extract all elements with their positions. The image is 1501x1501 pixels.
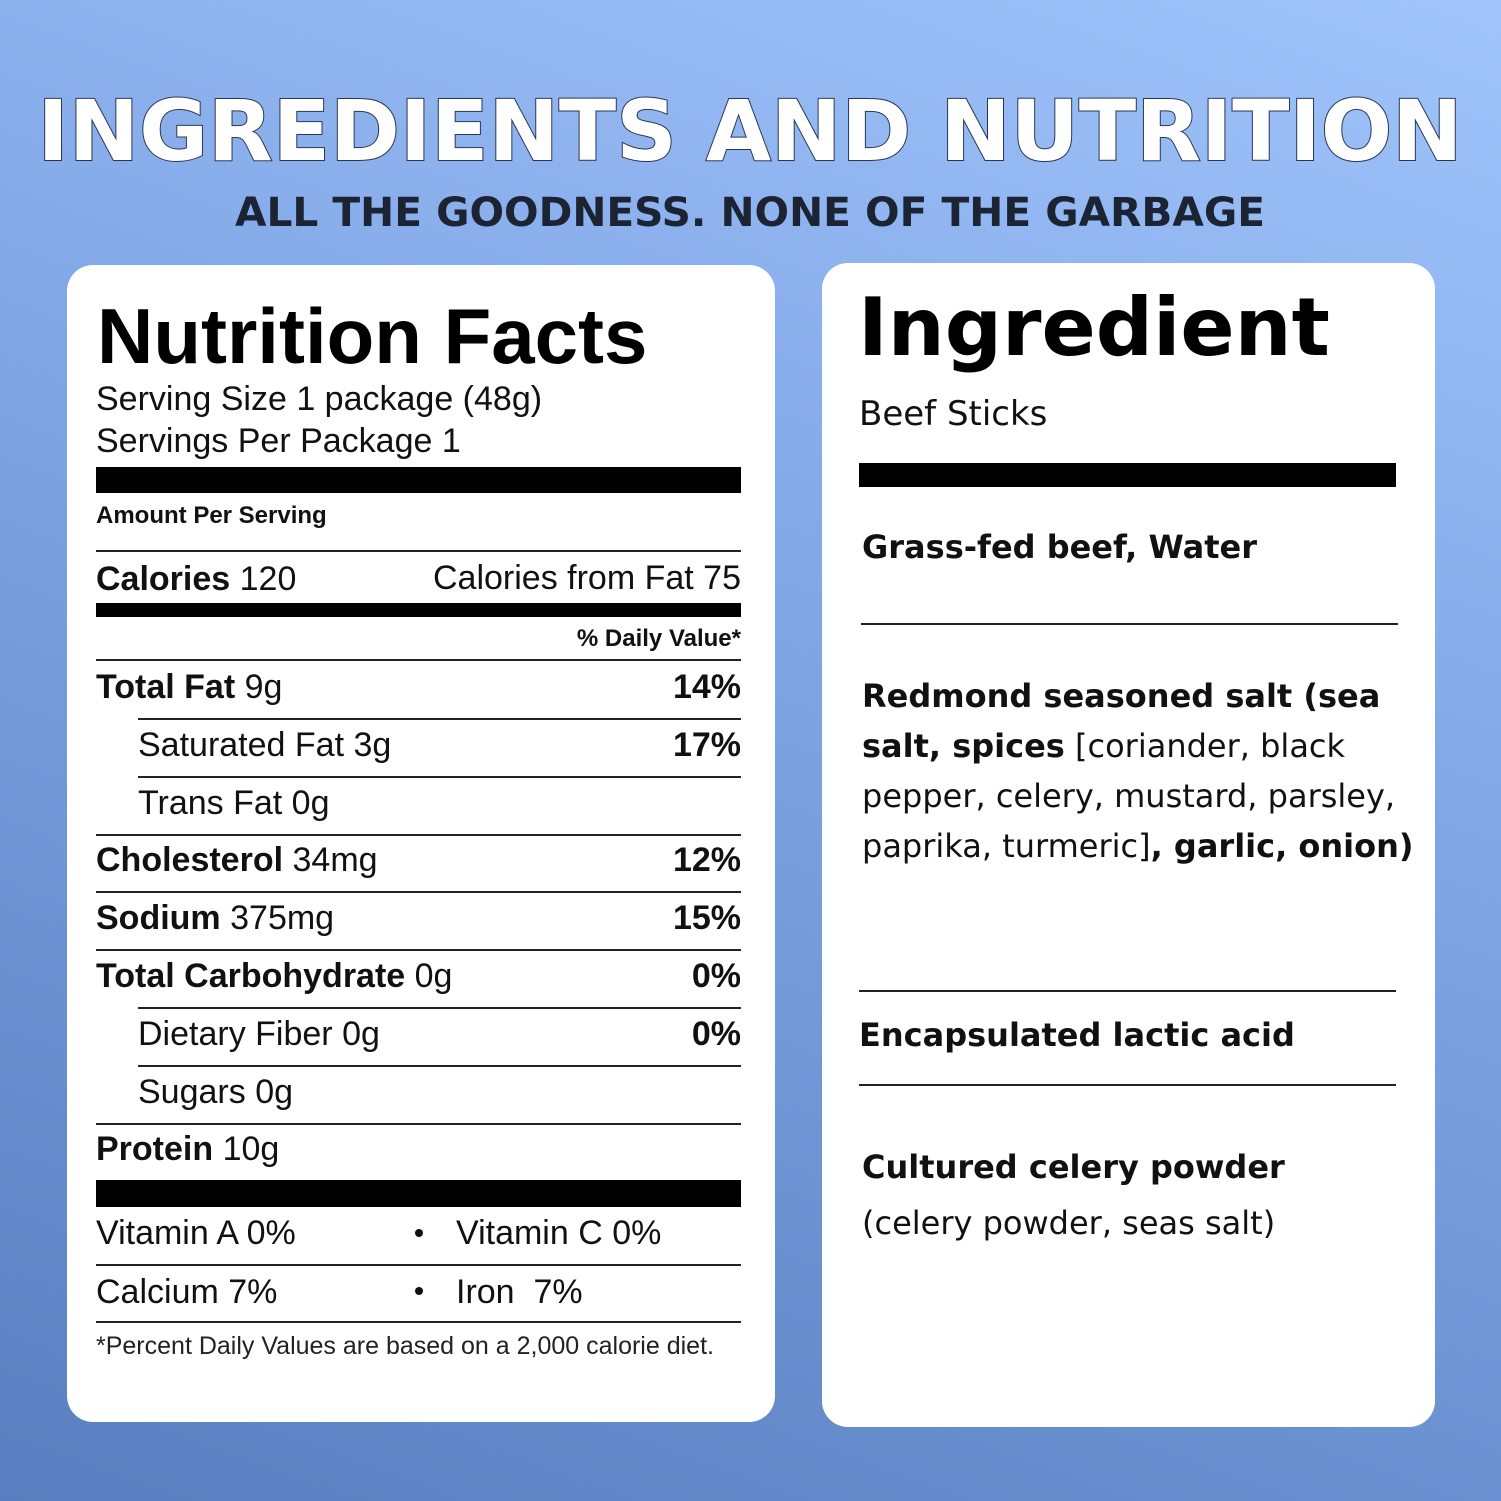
nutrient-row: Saturated Fat 3g [138, 728, 391, 762]
nutrition-title: Nutrition Facts [97, 292, 648, 380]
rule [861, 623, 1398, 625]
thick-rule [859, 463, 1396, 487]
daily-value: 0% [691, 1014, 741, 1053]
label: Sugars [138, 1072, 246, 1111]
vitamin: Vitamin C 0% [456, 1214, 662, 1252]
label: Servings Per Package [96, 422, 433, 460]
page-title: INGREDIENTS AND NUTRITION [38, 82, 1463, 180]
nutrient-row: Cholesterol 34mg [96, 843, 378, 877]
ingredient-card: Ingredient Beef Sticks Grass-fed beef, W… [822, 263, 1435, 1427]
rule [96, 949, 741, 952]
daily-value: 0% [691, 957, 741, 995]
daily-value: 15% [672, 899, 741, 938]
vitamin: Iron 7% [456, 1273, 583, 1311]
part: Redmond seasoned salt (sea salt, spices [862, 677, 1381, 765]
part: Encapsulated lactic acid [859, 1016, 1295, 1054]
label: Trans Fat [138, 783, 283, 822]
rule [96, 1264, 741, 1266]
ingredient-item: Redmond seasoned salt (sea salt, spices … [862, 671, 1422, 871]
serving-size: Serving Size 1 package (48g) [96, 382, 542, 416]
footnote: *Percent Daily Values are based on a 2,0… [96, 1332, 714, 1360]
header: INGREDIENTS AND NUTRITION ALL THE GOODNE… [37, 81, 1464, 236]
rule [96, 1122, 741, 1125]
amount: 0g [291, 783, 330, 822]
nutrient-row: Sodium 375mg [96, 901, 334, 935]
rule [138, 718, 741, 720]
ingredient-item: Grass-fed beef, Water [862, 522, 1422, 572]
value: 120 [239, 560, 297, 598]
calories: Calories 120 [96, 562, 296, 596]
daily-value-header: % Daily Value* [576, 625, 741, 652]
part: (celery powder, seas salt) [862, 1204, 1276, 1242]
nutrient-row: Sugars 0g [138, 1075, 293, 1109]
thick-rule [96, 1180, 741, 1207]
label: Calories from Fat [432, 559, 694, 597]
nutrient-row: Total Carbohydrate 0g [96, 959, 452, 993]
value: 1 [441, 422, 461, 460]
servings-per-package: Servings Per Package 1 [96, 424, 461, 458]
rule [96, 659, 741, 661]
amount: 375mg [230, 899, 335, 938]
label: Protein [96, 1130, 214, 1169]
label: Cholesterol [96, 841, 284, 880]
rule [96, 891, 741, 894]
amount-per-serving: Amount Per Serving [96, 502, 327, 529]
amount: 0g [255, 1072, 294, 1111]
rule [96, 1321, 741, 1323]
separator [415, 1229, 423, 1237]
rule [859, 1084, 1396, 1086]
rule [138, 1064, 741, 1067]
rule [859, 990, 1396, 992]
amount: 3g [353, 725, 392, 764]
label: Total Fat [96, 668, 236, 706]
nutrition-card: Nutrition Facts Serving Size 1 package (… [67, 265, 775, 1422]
amount: 0g [414, 957, 453, 995]
separator [415, 1287, 423, 1295]
label: Sodium [96, 899, 221, 938]
label: Saturated Fat [138, 725, 345, 764]
rule [96, 550, 741, 552]
nutrient-row: Protein 10g [96, 1132, 279, 1166]
calories-from-fat: Calories from Fat 75 [433, 561, 741, 595]
amount: 34mg [292, 841, 378, 880]
daily-value: 12% [672, 841, 741, 880]
part: Cultured celery powder [862, 1148, 1285, 1186]
rule [138, 1007, 741, 1009]
vitamin: Vitamin A 0% [96, 1214, 296, 1252]
value: 1 package (48g) [296, 380, 543, 418]
ingredient-item: Cultured celery powder (celery powder, se… [862, 1142, 1422, 1248]
nutrient-row: Trans Fat 0g [138, 786, 330, 820]
thick-rule [96, 603, 741, 617]
amount: 0g [342, 1014, 380, 1053]
label: Dietary Fiber [138, 1014, 333, 1053]
part: , garlic, onion) [1150, 827, 1414, 865]
rule [96, 833, 741, 836]
ingredient-title: Ingredient [858, 281, 1330, 374]
nutrient-row: Total Fat 9g [96, 670, 282, 704]
ingredient-item: Encapsulated lactic acid [859, 1010, 1419, 1060]
label: Calories [96, 560, 231, 598]
vitamin: Calcium 7% [96, 1273, 278, 1311]
nutrient-row: Dietary Fiber 0g [138, 1017, 380, 1051]
amount: 9g [244, 668, 283, 706]
part: [coriander, black pepper, celery, mustar… [862, 727, 1396, 865]
part: Grass-fed beef, Water [862, 528, 1257, 566]
label: Total Carbohydrate [96, 957, 406, 995]
amount: 10g [222, 1130, 280, 1169]
ingredient-subtitle: Beef Sticks [859, 394, 1048, 434]
label: Serving Size [96, 380, 287, 418]
daily-value: 17% [672, 725, 741, 764]
rule [138, 775, 741, 778]
thick-rule [96, 467, 741, 493]
daily-value: 14% [672, 668, 741, 706]
value: 75 [703, 559, 741, 597]
page-subtitle: ALL THE GOODNESS. NONE OF THE GARBAGE [235, 190, 1265, 236]
